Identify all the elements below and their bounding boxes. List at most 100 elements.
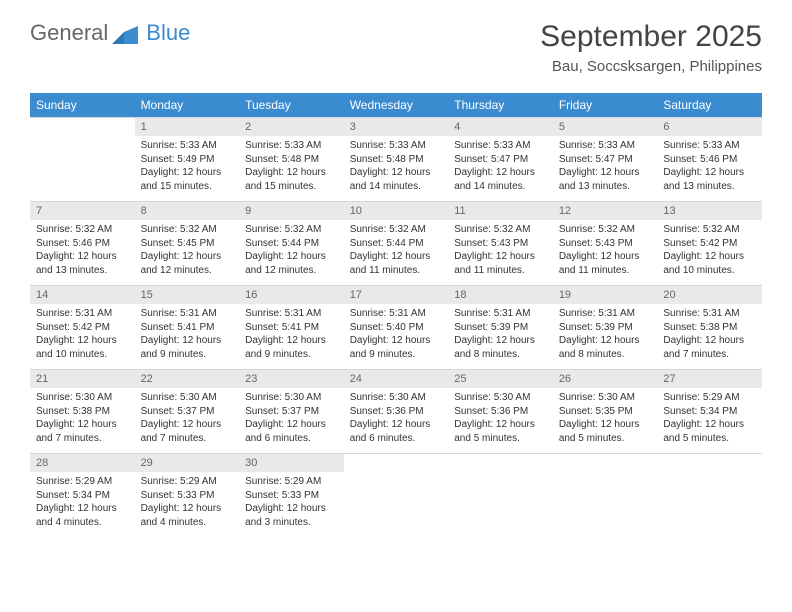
sunset-text: Sunset: 5:42 PM — [663, 237, 756, 251]
sunrise-text: Sunrise: 5:33 AM — [663, 139, 756, 153]
daylight-text: Daylight: 12 hours and 3 minutes. — [245, 502, 338, 529]
calendar-cell: 11 Sunrise: 5:32 AMSunset: 5:43 PMDayligh… — [448, 201, 553, 285]
sunset-text: Sunset: 5:34 PM — [36, 489, 129, 503]
day-body: Sunrise: 5:30 AMSunset: 5:35 PMDaylight:… — [553, 388, 658, 451]
calendar-cell: 13Sunrise: 5:32 AMSunset: 5:42 PMDayligh… — [657, 201, 762, 285]
day-body: Sunrise: 5:31 AMSunset: 5:40 PMDaylight:… — [344, 304, 449, 367]
daylight-text: Daylight: 12 hours and 13 minutes. — [663, 166, 756, 193]
sunrise-text: Sunrise: 5:33 AM — [245, 139, 338, 153]
daylight-text: Daylight: 12 hours and 7 minutes. — [663, 334, 756, 361]
sunrise-text: Sunrise: 5:30 AM — [36, 391, 129, 405]
day-number: 12 — [553, 201, 658, 220]
daylight-text: Daylight: 12 hours and 11 minutes. — [454, 250, 547, 277]
day-number: 11 — [448, 201, 553, 220]
sunrise-text: Sunrise: 5:32 AM — [36, 223, 129, 237]
sunset-text: Sunset: 5:46 PM — [663, 153, 756, 167]
sunrise-text: Sunrise: 5:30 AM — [350, 391, 443, 405]
calendar-cell — [344, 453, 449, 537]
weekday-header-row: Sunday Monday Tuesday Wednesday Thursday… — [30, 93, 762, 117]
sunset-text: Sunset: 5:39 PM — [454, 321, 547, 335]
sunrise-text: Sunrise: 5:31 AM — [36, 307, 129, 321]
sunset-text: Sunset: 5:44 PM — [245, 237, 338, 251]
day-number-empty — [657, 453, 762, 473]
daylight-text: Daylight: 12 hours and 8 minutes. — [454, 334, 547, 361]
day-body: Sunrise: 5:29 AMSunset: 5:34 PMDaylight:… — [657, 388, 762, 451]
day-body: Sunrise: 5:31 AMSunset: 5:39 PMDaylight:… — [553, 304, 658, 367]
day-number: 16 — [239, 285, 344, 304]
calendar-cell: 21Sunrise: 5:30 AMSunset: 5:38 PMDayligh… — [30, 369, 135, 453]
calendar-cell: 15Sunrise: 5:31 AMSunset: 5:41 PMDayligh… — [135, 285, 240, 369]
day-body: Sunrise: 5:32 AMSunset: 5:42 PMDaylight:… — [657, 220, 762, 283]
calendar-cell: 27Sunrise: 5:29 AMSunset: 5:34 PMDayligh… — [657, 369, 762, 453]
sunrise-text: Sunrise: 5:33 AM — [141, 139, 234, 153]
calendar-cell: 10Sunrise: 5:32 AMSunset: 5:44 PMDayligh… — [344, 201, 449, 285]
calendar-cell: 22Sunrise: 5:30 AMSunset: 5:37 PMDayligh… — [135, 369, 240, 453]
calendar-cell: 18Sunrise: 5:31 AMSunset: 5:39 PMDayligh… — [448, 285, 553, 369]
calendar-row: 7Sunrise: 5:32 AMSunset: 5:46 PMDaylight… — [30, 201, 762, 285]
day-number: 20 — [657, 285, 762, 304]
calendar-cell: 16Sunrise: 5:31 AMSunset: 5:41 PMDayligh… — [239, 285, 344, 369]
daylight-text: Daylight: 12 hours and 6 minutes. — [350, 418, 443, 445]
day-body: Sunrise: 5:32 AMSunset: 5:43 PMDaylight:… — [553, 220, 658, 283]
sunset-text: Sunset: 5:43 PM — [454, 237, 547, 251]
daylight-text: Daylight: 12 hours and 9 minutes. — [141, 334, 234, 361]
sunset-text: Sunset: 5:37 PM — [141, 405, 234, 419]
col-friday: Friday — [553, 93, 658, 117]
calendar-row: 28Sunrise: 5:29 AMSunset: 5:34 PMDayligh… — [30, 453, 762, 537]
sunrise-text: Sunrise: 5:30 AM — [245, 391, 338, 405]
sunset-text: Sunset: 5:42 PM — [36, 321, 129, 335]
calendar-cell: 29Sunrise: 5:29 AMSunset: 5:33 PMDayligh… — [135, 453, 240, 537]
day-body: Sunrise: 5:32 AMSunset: 5:46 PMDaylight:… — [30, 220, 135, 283]
day-number: 10 — [344, 201, 449, 220]
calendar-cell: 24Sunrise: 5:30 AMSunset: 5:36 PMDayligh… — [344, 369, 449, 453]
day-body: Sunrise: 5:31 AMSunset: 5:41 PMDaylight:… — [239, 304, 344, 367]
daylight-text: Daylight: 12 hours and 5 minutes. — [454, 418, 547, 445]
sunset-text: Sunset: 5:36 PM — [350, 405, 443, 419]
calendar-cell: 14Sunrise: 5:31 AMSunset: 5:42 PMDayligh… — [30, 285, 135, 369]
calendar-cell — [30, 117, 135, 201]
daylight-text: Daylight: 12 hours and 15 minutes. — [245, 166, 338, 193]
calendar-cell: 6Sunrise: 5:33 AMSunset: 5:46 PMDaylight… — [657, 117, 762, 201]
sunrise-text: Sunrise: 5:30 AM — [559, 391, 652, 405]
logo-word2: Blue — [146, 20, 190, 46]
daylight-text: Daylight: 12 hours and 13 minutes. — [559, 166, 652, 193]
daylight-text: Daylight: 12 hours and 7 minutes. — [36, 418, 129, 445]
sunset-text: Sunset: 5:48 PM — [245, 153, 338, 167]
calendar-row: 21Sunrise: 5:30 AMSunset: 5:38 PMDayligh… — [30, 369, 762, 453]
daylight-text: Daylight: 12 hours and 8 minutes. — [559, 334, 652, 361]
calendar-table: Sunday Monday Tuesday Wednesday Thursday… — [30, 93, 762, 537]
sunset-text: Sunset: 5:38 PM — [663, 321, 756, 335]
title-block: September 2025 Bau, Soccsksargen, Philip… — [540, 20, 762, 75]
day-body: Sunrise: 5:29 AMSunset: 5:33 PMDaylight:… — [135, 472, 240, 535]
calendar-cell: 23Sunrise: 5:30 AMSunset: 5:37 PMDayligh… — [239, 369, 344, 453]
sunrise-text: Sunrise: 5:32 AM — [454, 223, 547, 237]
day-body: Sunrise: 5:32 AMSunset: 5:44 PMDaylight:… — [239, 220, 344, 283]
calendar-cell — [448, 453, 553, 537]
sunset-text: Sunset: 5:44 PM — [350, 237, 443, 251]
day-number: 4 — [448, 117, 553, 136]
daylight-text: Daylight: 12 hours and 14 minutes. — [454, 166, 547, 193]
sunrise-text: Sunrise: 5:32 AM — [559, 223, 652, 237]
logo-word1: General — [30, 20, 108, 46]
day-number: 5 — [553, 117, 658, 136]
calendar-cell: 25Sunrise: 5:30 AMSunset: 5:36 PMDayligh… — [448, 369, 553, 453]
day-number: 21 — [30, 369, 135, 388]
day-number: 1 — [135, 117, 240, 136]
calendar-cell — [657, 453, 762, 537]
calendar-row: 14Sunrise: 5:31 AMSunset: 5:42 PMDayligh… — [30, 285, 762, 369]
calendar-cell: 30Sunrise: 5:29 AMSunset: 5:33 PMDayligh… — [239, 453, 344, 537]
daylight-text: Daylight: 12 hours and 5 minutes. — [559, 418, 652, 445]
daylight-text: Daylight: 12 hours and 13 minutes. — [36, 250, 129, 277]
day-number: 30 — [239, 453, 344, 472]
day-number: 2 — [239, 117, 344, 136]
col-thursday: Thursday — [448, 93, 553, 117]
day-body: Sunrise: 5:33 AMSunset: 5:49 PMDaylight:… — [135, 136, 240, 199]
daylight-text: Daylight: 12 hours and 11 minutes. — [559, 250, 652, 277]
sunset-text: Sunset: 5:43 PM — [559, 237, 652, 251]
daylight-text: Daylight: 12 hours and 5 minutes. — [663, 418, 756, 445]
calendar-cell: 7Sunrise: 5:32 AMSunset: 5:46 PMDaylight… — [30, 201, 135, 285]
calendar-cell: 3Sunrise: 5:33 AMSunset: 5:48 PMDaylight… — [344, 117, 449, 201]
sunrise-text: Sunrise: 5:29 AM — [141, 475, 234, 489]
day-body: Sunrise: 5:29 AMSunset: 5:33 PMDaylight:… — [239, 472, 344, 535]
sunset-text: Sunset: 5:49 PM — [141, 153, 234, 167]
